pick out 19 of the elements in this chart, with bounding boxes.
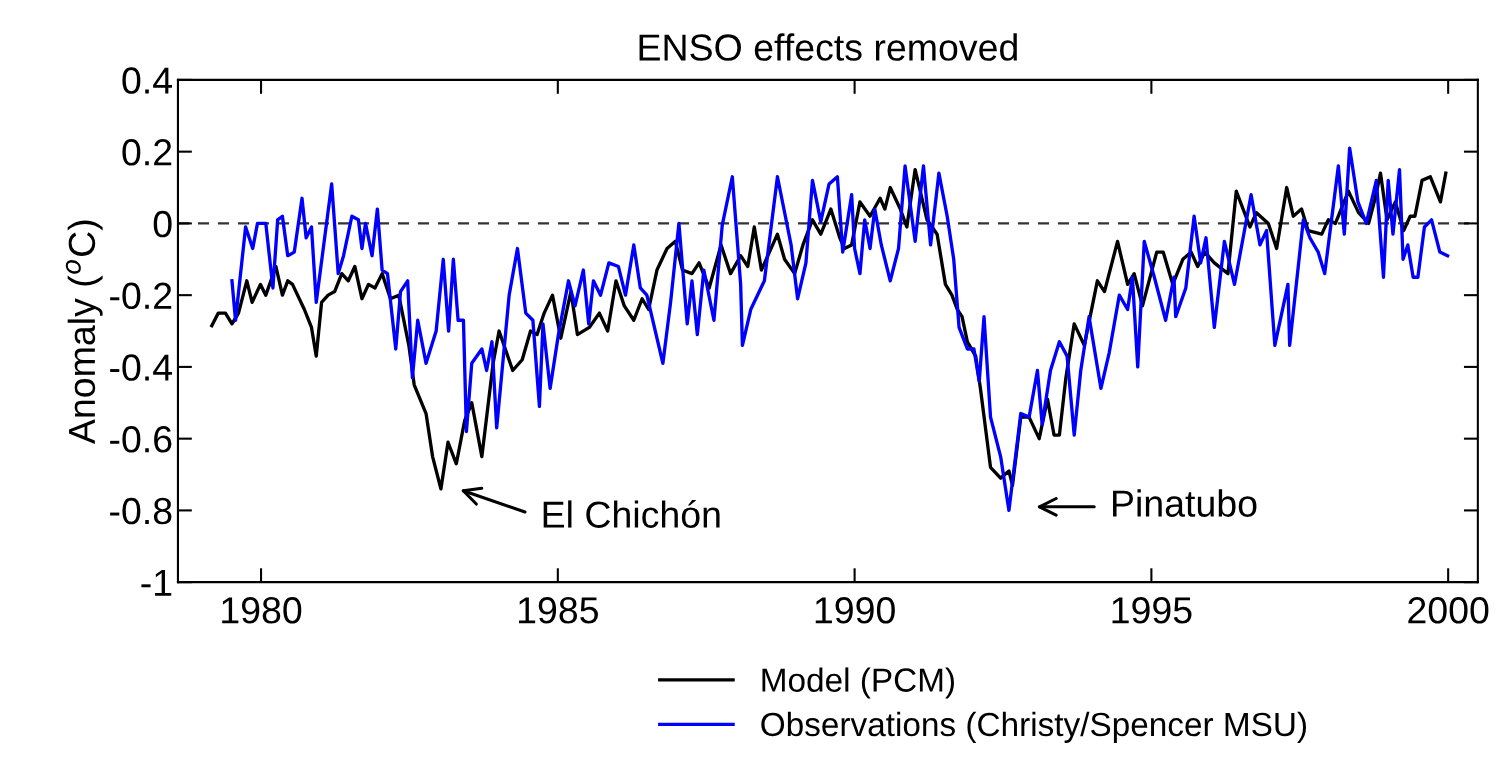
y-tick-label: -0.6 <box>110 426 172 453</box>
y-tick-label: -1 <box>141 569 172 596</box>
annotation: El Chichón <box>543 499 720 528</box>
x-tick-label: 2000 <box>1408 597 1489 624</box>
x-tick-label: 1985 <box>518 597 598 624</box>
y-tick-label: 0.2 <box>122 139 172 166</box>
legend-label: Observations (Christy/Spencer MSU) <box>761 711 1306 743</box>
y-tick-label: 0.4 <box>122 67 172 94</box>
x-tick-label: 1990 <box>815 597 895 624</box>
x-tick-label: 1980 <box>222 597 302 624</box>
y-axis-title: Anomaly ($^{o}$C) <box>65 220 103 445</box>
y-tick-label: -0.8 <box>110 497 172 525</box>
chart-title: ENSO effects removed <box>639 33 1017 61</box>
y-tick-label: 0 <box>153 210 172 238</box>
legend-label: Model (PCM) <box>762 667 954 699</box>
y-tick-label: -0.4 <box>110 354 172 381</box>
y-tick-label: -0.2 <box>110 282 172 310</box>
annotation: Pinatubo <box>1113 489 1257 517</box>
x-tick-label: 1995 <box>1112 597 1192 624</box>
